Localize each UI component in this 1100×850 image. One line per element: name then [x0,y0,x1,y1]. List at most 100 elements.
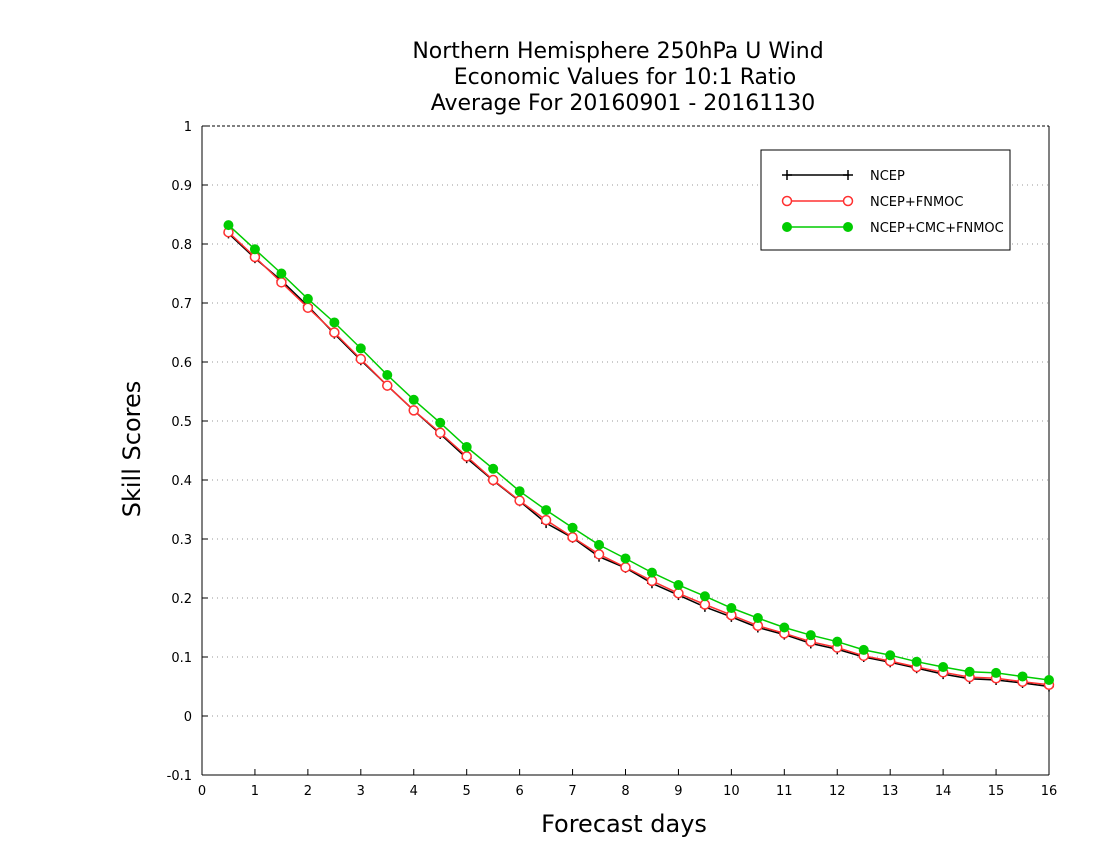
chart-title: Northern Hemisphere 250hPa U Wind Econom… [412,39,823,116]
data-point [594,539,605,550]
y-tick-label: 0.8 [171,238,192,253]
y-tick-label: -0.1 [167,769,192,784]
x-tick-label: 3 [357,784,365,799]
x-tick-label: 15 [988,784,1005,799]
y-tick-label: 0.2 [171,592,192,607]
data-point [699,591,710,602]
x-tick-label: 4 [410,784,418,799]
data-point [355,353,367,365]
y-tick-label: 0.7 [171,297,192,312]
data-point [329,317,340,328]
data-point [461,441,472,452]
data-point [832,636,843,647]
x-tick-label: 2 [304,784,312,799]
x-tick-label: 1 [251,784,259,799]
data-point [435,417,446,428]
y-axis-label: Skill Scores [118,381,146,518]
grid [202,184,1049,717]
y-tick-label: 0.3 [171,533,192,548]
legend-item: NCEP+CMC+FNMOC [782,221,1004,236]
y-tick-label: 0.5 [171,415,192,430]
data-point [885,650,896,661]
data-point [276,277,287,288]
data-point [382,369,393,380]
legend-marker [782,222,792,232]
data-point [620,562,631,573]
chart-title-line-3: Average For 20160901 - 20161130 [431,91,816,116]
x-axis-label: Forecast days [541,810,707,838]
data-point [514,495,525,506]
data-point [408,405,419,416]
legend-item: NCEP+FNMOC [781,195,963,210]
data-point [488,463,499,474]
x-tick-label: 11 [776,784,793,799]
y-axis-ticks: -0.1 0 0.1 0.2 0.3 0.4 0.5 0.6 0.7 0.8 0.9 1 [167,120,208,784]
y-tick-label: 1 [184,120,192,135]
data-point [673,580,684,591]
data-point [1017,671,1028,682]
x-tick-label: 14 [935,784,952,799]
data-point [911,656,922,667]
data-point [487,474,499,486]
x-tick-label: 12 [829,784,846,799]
series-ncep-cmc-fnmoc [223,220,1054,686]
series-line [227,231,1050,686]
x-tick-label: 6 [515,784,523,799]
data-point [620,553,631,564]
legend-marker [843,222,853,232]
data-point [593,549,605,560]
series [223,220,1055,692]
legend-label: NCEP+FNMOC [870,195,963,210]
legend-item: NCEP [782,169,905,184]
legend-marker [842,195,854,207]
data-point [567,522,578,533]
x-tick-label: 13 [882,784,899,799]
data-point [461,451,472,462]
series-ncep [223,228,1054,692]
data-point [514,486,525,497]
y-tick-label: 0.9 [171,179,192,194]
data-point [805,630,816,641]
legend-marker [781,195,793,207]
data-point [276,268,287,279]
y-tick-label: 0.1 [171,651,192,666]
data-point [249,244,260,255]
data-point [567,531,578,543]
data-point [355,343,366,354]
legend-label: NCEP [870,169,905,184]
data-point [938,662,949,673]
x-tick-label: 10 [723,784,740,799]
legend-marker [843,170,853,180]
x-axis-ticks: 0 1 2 3 4 5 6 7 8 9 10 11 12 13 14 15 16 [198,769,1057,799]
x-tick-label: 9 [674,784,682,799]
data-point [434,427,446,439]
legend-box [760,149,1011,251]
data-point [646,567,657,578]
data-point [726,603,737,614]
x-tick-label: 8 [621,784,629,799]
data-point [779,622,790,633]
data-point [752,613,763,624]
data-point [964,666,975,677]
y-tick-label: 0.4 [171,474,192,489]
x-tick-label: 7 [568,784,576,799]
data-point [699,599,711,610]
series-line [227,232,1050,688]
data-point [329,327,340,338]
data-point [223,220,234,231]
chart-title-line-1: Northern Hemisphere 250hPa U Wind [412,39,823,64]
data-point [646,575,658,587]
data-point [302,302,314,313]
data-point [673,588,684,599]
data-point [1044,675,1054,686]
legend: NCEP NCEP+FNMOC NCEP+CMC+FNMOC [760,149,1011,251]
data-point [408,394,419,405]
legend-marker [782,170,792,180]
x-tick-label: 16 [1041,784,1058,799]
data-point [858,644,869,655]
x-tick-label: 0 [198,784,206,799]
y-tick-label: 0.6 [171,356,192,371]
data-point [541,505,552,516]
y-tick-label: 0 [184,710,192,725]
